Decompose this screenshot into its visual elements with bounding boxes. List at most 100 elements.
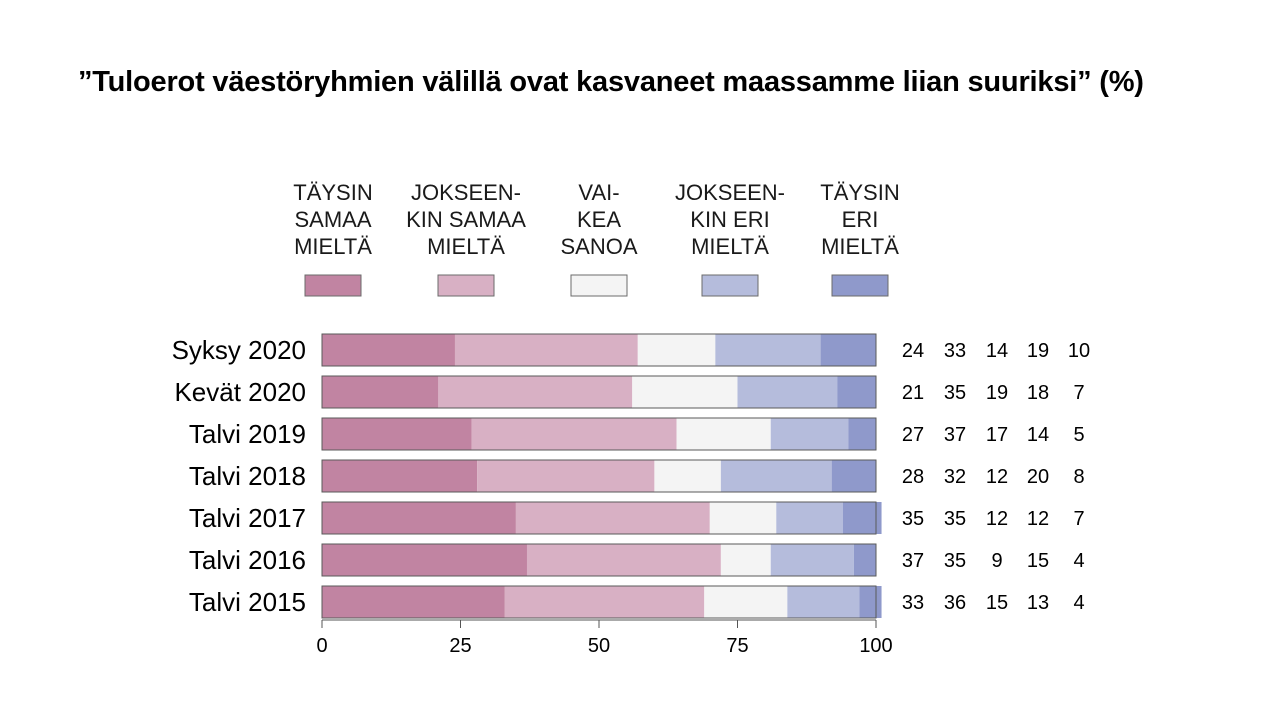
bar-segment: [322, 334, 455, 366]
bar-segment: [322, 418, 472, 450]
legend-label: JOKSEEN-: [411, 180, 521, 205]
category-label: Talvi 2015: [189, 587, 306, 617]
x-tick-label: 75: [726, 635, 748, 657]
value-label: 15: [1027, 550, 1049, 572]
value-label: 5: [1073, 424, 1084, 446]
legend-swatch: [701, 274, 759, 297]
value-label: 21: [902, 382, 924, 404]
bar-segment: [720, 460, 832, 492]
category-labels: Syksy 2020 Kevät 2020 Talvi 2019 Talvi 2018…: [172, 335, 306, 617]
bar-segment: [820, 334, 876, 366]
value-label: 14: [1027, 424, 1049, 446]
bar-segment: [471, 418, 677, 450]
legend-label: VAI-: [578, 180, 619, 205]
value-label: 7: [1073, 508, 1084, 530]
legend-swatch: [570, 274, 628, 297]
value-label: 15: [986, 592, 1008, 614]
bar-outline: [321, 459, 877, 493]
value-label: 13: [1027, 592, 1049, 614]
category-label: Syksy 2020: [172, 335, 306, 365]
value-label: 17: [986, 424, 1008, 446]
value-label: 33: [944, 340, 966, 362]
bar-segment: [709, 502, 777, 534]
legend-label: MIELTÄ: [691, 234, 769, 259]
legend-label: TÄYSIN: [820, 180, 899, 205]
bar-segment: [322, 502, 516, 534]
value-label: 37: [944, 424, 966, 446]
value-label: 35: [944, 508, 966, 530]
bar-segment: [776, 502, 843, 534]
value-label: 35: [944, 550, 966, 572]
bar-segment: [637, 334, 716, 366]
value-label: 28: [902, 466, 924, 488]
legend-label: ERI: [842, 207, 879, 232]
value-label: 20: [1027, 466, 1049, 488]
category-label: Talvi 2018: [189, 461, 306, 491]
value-label: 14: [986, 340, 1008, 362]
legend-label: SANOA: [560, 234, 637, 259]
category-label: Talvi 2017: [189, 503, 306, 533]
bar-segment: [859, 586, 882, 618]
bar-outline: [321, 585, 877, 619]
bar-segment: [770, 544, 854, 576]
legend-swatch: [437, 274, 495, 297]
bar-segment: [737, 376, 838, 408]
value-label: 35: [902, 508, 924, 530]
value-label: 10: [1068, 340, 1090, 362]
legend-label: JOKSEEN-: [675, 180, 785, 205]
bar-segment: [322, 586, 505, 618]
chart-title: ”Tuloerot väestöryhmien välillä ovat kas…: [78, 66, 1144, 98]
value-label: 12: [986, 466, 1008, 488]
value-label: 37: [902, 550, 924, 572]
bar-outline: [321, 375, 877, 409]
bar-segment: [704, 586, 788, 618]
bar-outline: [321, 501, 877, 535]
bar-segment: [770, 418, 849, 450]
bar-segment: [632, 376, 738, 408]
value-label: 12: [1027, 508, 1049, 530]
legend-label: MIELTÄ: [427, 234, 505, 259]
bar-segment: [787, 586, 860, 618]
value-label: 8: [1073, 466, 1084, 488]
legend-label: KIN ERI: [690, 207, 769, 232]
value-label: 24: [902, 340, 924, 362]
legend-label: KEA: [577, 207, 621, 232]
bar-segment: [720, 544, 771, 576]
category-label: Talvi 2016: [189, 545, 306, 575]
bar-segment: [477, 460, 655, 492]
value-label: 33: [902, 592, 924, 614]
value-label: 18: [1027, 382, 1049, 404]
bars: [321, 333, 882, 619]
x-tick-label: 0: [316, 635, 327, 657]
value-label: 4: [1073, 592, 1084, 614]
bar-segment: [654, 460, 721, 492]
value-label: 9: [991, 550, 1002, 572]
bar-segment: [322, 544, 527, 576]
bar-segment: [526, 544, 721, 576]
bar-outline: [321, 333, 877, 367]
category-label: Kevät 2020: [174, 377, 306, 407]
value-label: 7: [1073, 382, 1084, 404]
bar-segment: [322, 376, 439, 408]
legend-label: MIELTÄ: [821, 234, 899, 259]
bar-segment: [715, 334, 821, 366]
value-label: 27: [902, 424, 924, 446]
bar-segment: [853, 544, 876, 576]
x-tick-label: 25: [449, 635, 471, 657]
value-label: 32: [944, 466, 966, 488]
x-tick-label: 50: [588, 635, 610, 657]
bar-segment: [831, 460, 876, 492]
bar-outline: [321, 543, 877, 577]
bar-segment: [842, 502, 882, 534]
legend-label: TÄYSIN: [293, 180, 372, 205]
bar-outline: [321, 417, 877, 451]
value-label: 19: [986, 382, 1008, 404]
value-columns: 24 33 14 19 10 21 35 19 18 7 27 37 17 14 5 28 32 12 20 8 35 3…: [902, 340, 1090, 614]
legend-label: KIN SAMAA: [406, 207, 526, 232]
bar-segment: [515, 502, 710, 534]
bar-segment: [322, 460, 478, 492]
category-label: Talvi 2019: [189, 419, 306, 449]
bar-segment: [454, 334, 638, 366]
